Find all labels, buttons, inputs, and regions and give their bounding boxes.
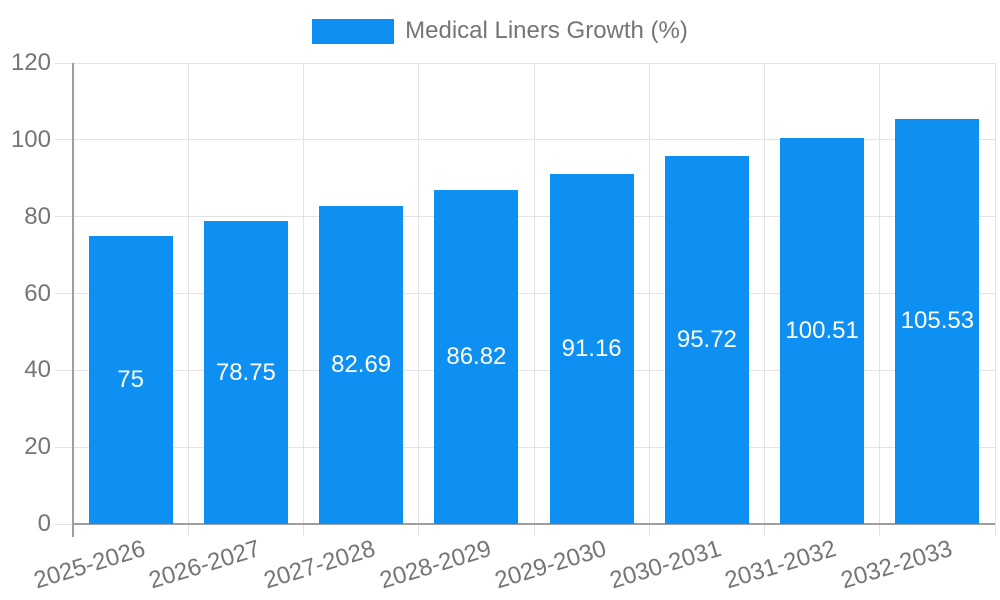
y-tick-mark [55, 139, 73, 141]
x-axis-tick-label: 2030-2031 [606, 535, 725, 595]
y-axis-line [72, 63, 74, 537]
bar-value-label: 105.53 [900, 307, 975, 335]
y-axis-tick-label: 100 [10, 125, 51, 153]
x-gridline [418, 63, 420, 524]
y-axis-tick-label: 80 [24, 202, 51, 230]
bar[interactable] [319, 206, 404, 524]
x-axis-line [73, 523, 995, 525]
y-axis-tick-label: 20 [24, 433, 51, 461]
legend-swatch-icon [312, 18, 395, 44]
bar-value-label: 86.82 [446, 343, 507, 371]
y-axis-tick-label: 0 [37, 510, 51, 537]
bar-value-label: 91.16 [561, 334, 622, 362]
bar[interactable] [780, 137, 865, 524]
x-gridline [648, 63, 650, 524]
x-axis-tick-label: 2031-2032 [722, 535, 840, 595]
bar-value-label: 82.69 [331, 351, 392, 379]
y-tick-mark [55, 369, 73, 371]
bar-value-label: 75 [117, 365, 144, 393]
bar-value-label: 78.75 [215, 358, 276, 386]
bar[interactable] [549, 173, 634, 524]
y-tick-mark [55, 523, 73, 525]
x-tick-mark [879, 524, 881, 536]
x-gridline [533, 63, 535, 524]
x-gridline [994, 63, 996, 524]
bar[interactable] [88, 235, 173, 524]
legend-label: Medical Liners Growth (%) [405, 17, 688, 44]
x-axis-tick-label: 2029-2030 [491, 535, 610, 595]
y-tick-mark [55, 446, 73, 448]
x-gridline [187, 63, 189, 524]
x-tick-mark [303, 524, 304, 536]
bar[interactable] [203, 221, 288, 524]
bar-value-label: 100.51 [785, 316, 859, 344]
x-axis-tick-label: 2026-2027 [145, 535, 264, 595]
y-axis-tick-label: 60 [24, 279, 51, 307]
y-tick-mark [55, 293, 73, 294]
x-tick-mark [764, 524, 765, 536]
y-tick-mark [55, 216, 73, 218]
y-tick-mark [55, 62, 73, 64]
legend[interactable]: Medical Liners Growth (%) [0, 17, 1000, 45]
x-gridline [879, 63, 881, 524]
bar-value-label: 95.72 [676, 326, 737, 354]
bar[interactable] [664, 156, 749, 524]
x-tick-mark [648, 524, 650, 536]
y-axis-tick-label: 40 [24, 356, 51, 384]
x-tick-mark [187, 524, 189, 536]
x-tick-mark [533, 524, 535, 536]
x-gridline [764, 63, 765, 524]
x-axis-tick-label: 2027-2028 [261, 535, 379, 595]
x-axis-tick-label: 2028-2029 [376, 535, 494, 595]
x-axis-tick-label: 2032-2033 [837, 535, 955, 595]
y-axis-tick-label: 120 [10, 49, 51, 76]
x-tick-mark [994, 524, 996, 536]
x-tick-mark [418, 524, 420, 536]
bar[interactable] [895, 118, 980, 524]
x-gridline [303, 63, 304, 524]
x-axis-tick-label: 2025-2026 [30, 535, 149, 595]
bar[interactable] [434, 190, 519, 524]
